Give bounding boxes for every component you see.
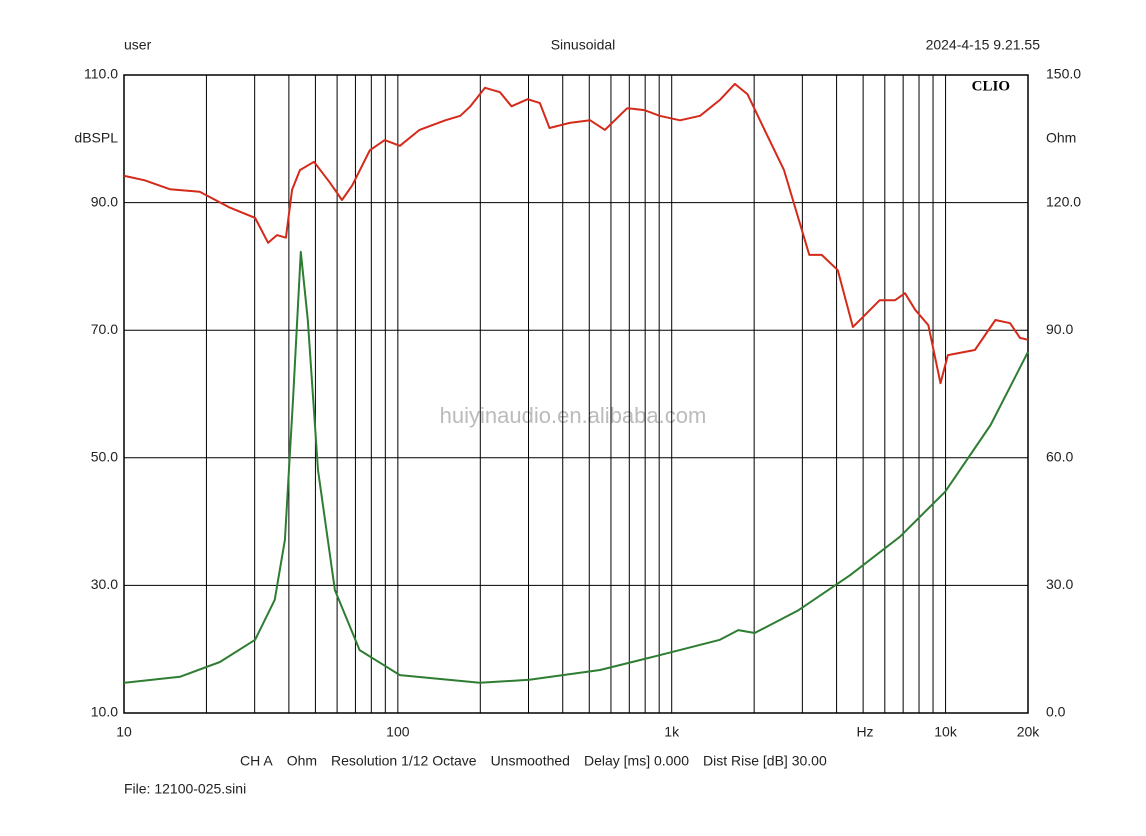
y-tick-label: 30.0 [91,576,118,592]
footer-item: CH A [240,753,273,769]
chart-title: Sinusoidal [551,37,616,53]
y2-tick-label: 60.0 [1046,449,1073,465]
x-tick-label: 10 [116,724,132,740]
x-tick-label: 20k [1017,724,1041,740]
y2-tick-label: 90.0 [1046,321,1073,337]
x-axis-label: Hz [856,724,873,740]
footer-item: Unsmoothed [491,753,570,769]
y-tick-label: 70.0 [91,321,118,337]
file-name: File: 12100-025.sini [124,781,246,797]
brand: CLIO [972,78,1010,94]
footer-item: Resolution 1/12 Octave [331,753,477,769]
y-tick-label: 50.0 [91,449,118,465]
y2-axis-label: Ohm [1046,130,1076,146]
y-tick-label: 10.0 [91,704,118,720]
plot-border [123,74,1029,714]
header-left: user [124,37,152,53]
y2-tick-label: 150.0 [1046,66,1081,82]
x-tick-label: 1k [664,724,680,740]
y2-tick-label: 30.0 [1046,576,1073,592]
y2-tick-label: 120.0 [1046,193,1081,209]
watermark: huiyinaudio.en.alibaba.com [440,403,707,428]
y-axis-label: dBSPL [74,130,118,146]
footer-item: Delay [ms] 0.000 [584,753,689,769]
y-tick-label: 110.0 [84,66,118,82]
x-tick-label: 10k [934,724,958,740]
brand-box [962,77,1026,97]
y2-tick-label: 0.0 [1046,704,1066,720]
series-line [123,82,1029,385]
footer-item: Ohm [287,753,317,769]
header-right: 2024-4-15 9.21.55 [926,37,1041,53]
x-tick-label: 100 [386,724,410,740]
footer-item: Dist Rise [dB] 30.00 [703,753,827,769]
series-line [123,250,1029,684]
y-tick-label: 90.0 [91,193,118,209]
